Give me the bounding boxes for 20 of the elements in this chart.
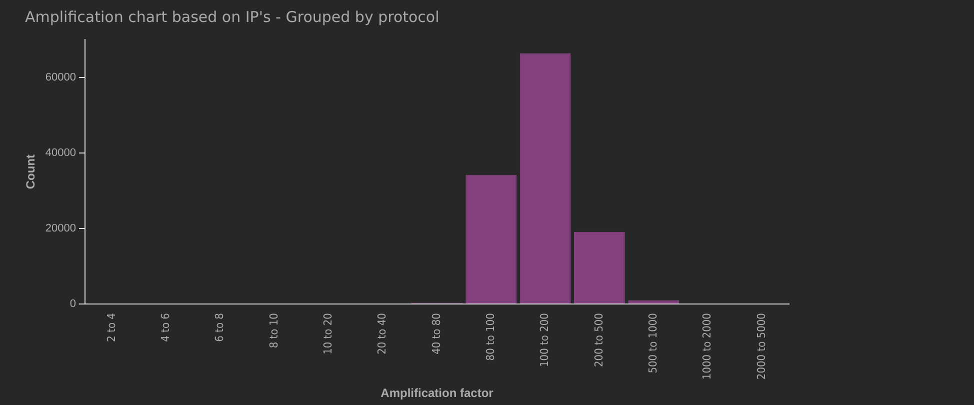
- x-tick-label: 100 to 200: [538, 313, 552, 368]
- x-tick-label: 4 to 6: [159, 313, 172, 342]
- y-axis-title: Count: [24, 154, 38, 190]
- x-tick-label: 2000 to 5000: [754, 313, 768, 380]
- x-tick-label: 2 to 4: [104, 313, 118, 342]
- chart-title: Amplification chart based on IP's - Grouped by protocol: [25, 8, 440, 26]
- x-tick-label: 500 to 1000: [646, 313, 660, 374]
- x-tick-label: 20 to 40: [376, 313, 389, 354]
- y-tick-label: 20000: [45, 222, 76, 235]
- x-tick-label: 10 to 20: [322, 313, 335, 354]
- x-tick-label: 200 to 500: [592, 313, 606, 368]
- y-tick-label: 60000: [45, 71, 76, 84]
- x-tick-label: 1000 to 2000: [700, 313, 714, 380]
- y-tick-label: 0: [70, 298, 76, 310]
- x-axis-title: Amplification factor: [380, 386, 494, 400]
- x-tick-label: 40 to 80: [430, 313, 443, 354]
- x-tick-label: 6 to 8: [213, 313, 226, 342]
- y-tick-label: 40000: [45, 146, 76, 159]
- x-tick-label: 8 to 10: [267, 313, 280, 348]
- x-tick-label: 80 to 100: [484, 313, 498, 361]
